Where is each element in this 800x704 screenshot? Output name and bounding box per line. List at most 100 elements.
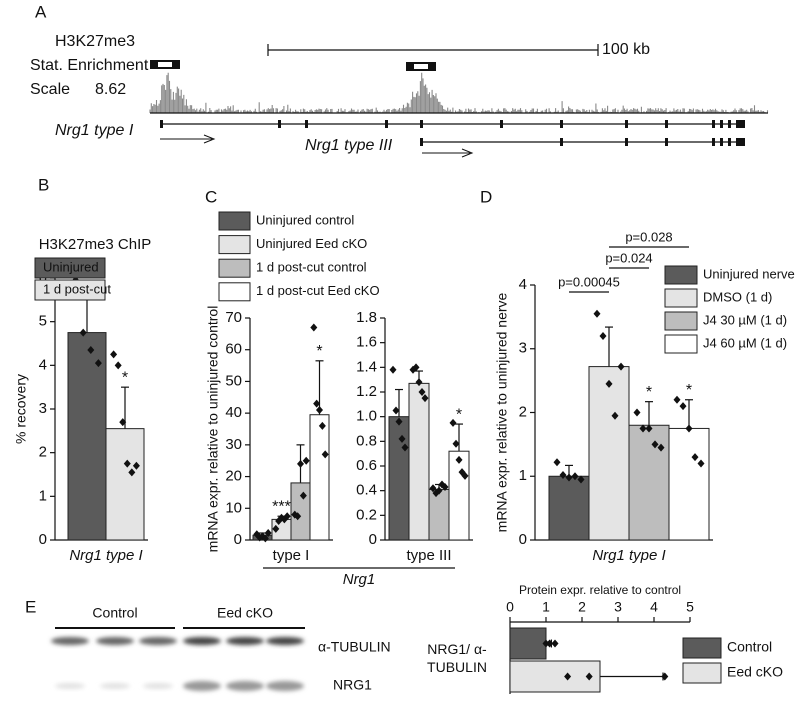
tubulin-band [183, 637, 221, 645]
bar [408, 382, 430, 541]
bar [290, 482, 311, 541]
data-point [429, 484, 437, 493]
y-axis-label: % recovery [13, 374, 29, 444]
data-point [441, 482, 449, 491]
y-tick-label: 0.2 [356, 506, 377, 523]
legend-swatch [664, 334, 698, 354]
tss-arrow [422, 148, 474, 158]
exon [712, 120, 715, 128]
band-label: NRG1 [333, 677, 372, 693]
data-point [418, 388, 426, 396]
exon [736, 138, 745, 146]
data-point [657, 443, 665, 452]
y-tick-label: 1.2 [356, 383, 377, 400]
exon [560, 120, 563, 128]
data-point [261, 534, 269, 543]
x-axis-label: Nrg1 [343, 571, 376, 588]
data-point [299, 491, 307, 500]
chart-title: Protein expr. relative to control [519, 583, 681, 597]
y-tick-label: 70 [225, 309, 242, 326]
data-point [639, 424, 647, 433]
y-tick-label: 0 [39, 531, 47, 548]
y-tick-label: 1.4 [356, 358, 377, 375]
y-tick-label: 1.8 [356, 309, 377, 326]
data-point [633, 408, 641, 417]
exon [625, 138, 628, 146]
blot-group-label: Control [92, 605, 137, 621]
y-axis-label: mRNA expr. relative to uninjured control [205, 306, 221, 553]
legend-swatch [218, 235, 251, 255]
data-point [294, 512, 302, 521]
y-tick-label: 5 [39, 313, 47, 330]
exon [728, 120, 731, 128]
significance: * [316, 343, 322, 360]
y-tick-label: 0.6 [356, 457, 377, 474]
data-point [685, 424, 693, 433]
exon [305, 120, 308, 128]
data-point [132, 461, 140, 470]
exon [665, 138, 668, 146]
bar [388, 416, 410, 541]
data-point [679, 402, 687, 411]
data-point [316, 405, 323, 414]
data-point [651, 440, 659, 449]
exon [625, 120, 628, 128]
exon [736, 120, 745, 128]
data-point [114, 361, 122, 370]
y-tick-label: 0 [519, 531, 527, 548]
legend-label: Uninjured nerve [703, 266, 795, 281]
y-tick-label: 0 [234, 531, 242, 548]
exon [720, 138, 723, 146]
scale-bar-label: 100 kb [602, 41, 650, 58]
data-point [452, 439, 460, 448]
exon [278, 120, 281, 128]
data-point [605, 379, 613, 388]
track-title: H3K27me3 [55, 33, 135, 50]
panel-label: A [35, 2, 47, 21]
exon [720, 120, 723, 128]
data-point [283, 512, 291, 521]
x-tick-label: 3 [614, 599, 622, 615]
data-point [264, 529, 272, 538]
exon [728, 138, 731, 146]
legend-label: 1 d post-cut [43, 281, 111, 296]
y-tick-label: 4 [39, 356, 47, 373]
significance: * [456, 406, 462, 423]
y-tick-label: 4 [519, 276, 527, 293]
data-point [542, 639, 550, 648]
data-point [645, 424, 653, 433]
tubulin-band [139, 637, 177, 645]
y-tick-label: 2 [519, 403, 527, 420]
x-tick-label: 5 [686, 599, 694, 615]
data-point [461, 471, 469, 480]
nrg1-band [183, 681, 221, 691]
legend-label: Uninjured control [256, 212, 354, 227]
data-point [297, 459, 304, 468]
significance: *** [272, 498, 291, 515]
bar [509, 627, 547, 660]
panel-label: E [25, 597, 36, 616]
data-point [599, 332, 607, 340]
data-point [673, 395, 681, 404]
legend-label: Eed cKO [727, 664, 783, 680]
data-point [617, 362, 625, 371]
data-point [128, 468, 136, 477]
legend-label: J4 30 µM (1 d) [703, 312, 787, 327]
exon [500, 120, 503, 128]
data-point [559, 470, 567, 479]
bar [428, 488, 450, 541]
data-point [551, 639, 559, 648]
data-point [87, 346, 95, 355]
y-tick-label: 1 [519, 467, 527, 484]
panel-label: B [38, 175, 49, 194]
y-tick-label: 0 [369, 531, 377, 548]
y-tick-label: 50 [225, 372, 242, 389]
tubulin-band [51, 637, 89, 645]
legend-swatch [218, 211, 251, 231]
data-point [421, 394, 429, 403]
legend-swatch [34, 279, 106, 301]
legend-swatch [664, 265, 698, 285]
data-point [395, 417, 403, 426]
band-label: α-TUBULIN [318, 639, 391, 655]
legend-swatch [34, 257, 106, 279]
